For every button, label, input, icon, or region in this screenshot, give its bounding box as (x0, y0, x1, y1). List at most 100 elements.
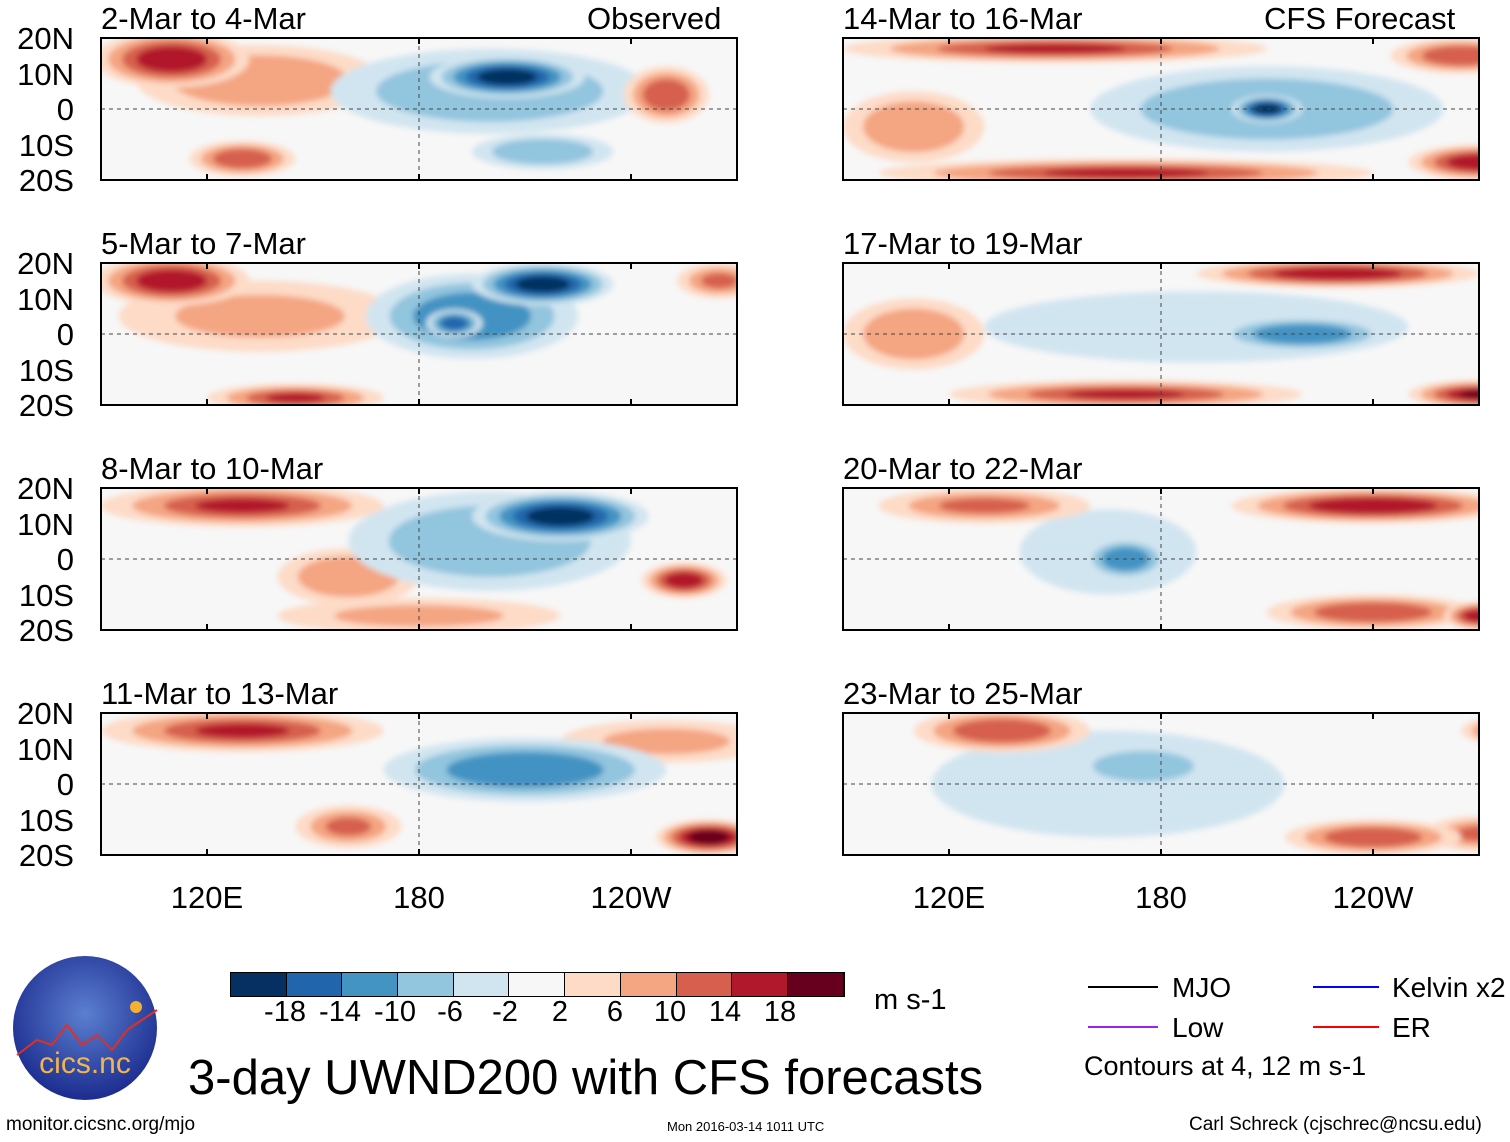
lat-label: 10S (18, 127, 74, 163)
lat-label: 10N (17, 281, 74, 317)
panel-title: 23-Mar to 25-Mar (843, 676, 1083, 711)
legend-line-kelvin (1313, 986, 1379, 988)
anomaly-contour (265, 393, 325, 403)
forecast-header: CFS Forecast (1264, 1, 1456, 36)
cics-logo: cics.nc (12, 955, 158, 1101)
anomaly-contour (1299, 269, 1377, 278)
anomaly-contour (334, 605, 504, 627)
observed-header: Observed (587, 1, 722, 36)
legend-line-low (1088, 1026, 1158, 1028)
colorbar-swatch (676, 973, 733, 996)
colorbar-units: m s-1 (874, 984, 947, 1016)
colorbar-label: -2 (492, 996, 518, 1028)
anomaly-contour (195, 498, 290, 513)
anomaly-contour (1472, 723, 1479, 738)
lon-label: 180 (393, 880, 445, 915)
lat-label: 20S (18, 388, 74, 423)
footer-timestamp: Mon 2016-03-14 1011 UTC (667, 1119, 825, 1134)
anomaly-contour (696, 833, 721, 842)
legend-label-low: Low (1172, 1012, 1224, 1043)
footer-author: Carl Schreck (cjschrec@ncsu.edu) (1189, 1114, 1482, 1135)
panel-title: 17-Mar to 19-Mar (843, 226, 1083, 261)
lat-label: 10N (17, 506, 74, 542)
anomaly-contour (938, 498, 1030, 514)
anomaly-contour (652, 85, 681, 105)
legend-label-mjo: MJO (1172, 972, 1232, 1003)
anomaly-contour (1456, 826, 1479, 842)
logo-text: cics.nc (39, 1047, 131, 1080)
anomaly-contour (1334, 500, 1412, 511)
legend-label-kelvin: Kelvin x2 (1392, 972, 1506, 1003)
map-panel (101, 38, 737, 180)
panel-title: 8-Mar to 10-Mar (101, 451, 324, 486)
panel-title: 14-Mar to 16-Mar (843, 1, 1083, 36)
map-panel (843, 488, 1479, 630)
anomaly-contour (195, 723, 290, 738)
lon-label: 120E (912, 880, 986, 915)
lat-label: 10S (18, 577, 74, 613)
colorbar-swatch (565, 973, 621, 996)
anomaly-contour (1459, 157, 1479, 168)
panel-title: 2-Mar to 4-Mar (101, 1, 306, 36)
lat-label: 20N (17, 471, 74, 506)
lat-label: 20N (17, 21, 74, 56)
lat-label: 20N (17, 696, 74, 731)
contour-note: Contours at 4, 12 m s-1 (1084, 1051, 1367, 1081)
lat-label: 20S (18, 613, 74, 648)
footer-url[interactable]: monitor.cicsnc.org/mjo (6, 1114, 196, 1135)
anomaly-contour (883, 318, 944, 350)
main-title: 3-day UWND200 with CFS forecasts (188, 1051, 984, 1105)
anomaly-contour (446, 319, 463, 328)
lat-label: 20S (18, 163, 74, 198)
lat-label: 10N (17, 731, 74, 767)
colorbar-swatch (509, 973, 566, 996)
anomaly-contour (1437, 49, 1479, 62)
colorbar-swatch (342, 973, 399, 996)
anomaly-contour (1343, 831, 1403, 844)
anomaly-contour (150, 51, 193, 68)
map-panel (101, 488, 737, 630)
map-panel (101, 713, 737, 855)
map-panel (843, 713, 1510, 855)
lat-label: 10N (17, 56, 74, 92)
anomaly-contour (1337, 606, 1409, 619)
lon-label: 120W (1332, 880, 1414, 915)
colorbar-label: 6 (606, 996, 624, 1028)
lon-label: 180 (1135, 880, 1187, 915)
anomaly-contour (477, 759, 573, 781)
colorbar-label: 10 (653, 996, 687, 1028)
lat-label: 0 (56, 767, 74, 802)
colorbar-label: -10 (374, 996, 416, 1028)
colorbar-swatch (453, 973, 510, 996)
panel-title: 11-Mar to 13-Mar (101, 676, 339, 711)
anomaly-contour (1459, 390, 1479, 399)
legend-line-er (1313, 1026, 1379, 1028)
anomaly-contour (512, 143, 573, 160)
anomaly-contour (539, 510, 581, 523)
colorbar-label: 14 (708, 996, 742, 1028)
anomaly-contour (489, 72, 526, 82)
lon-label: 120E (170, 880, 244, 915)
anomaly-contour (224, 152, 260, 165)
anomaly-contour (1483, 718, 1510, 743)
anomaly-contour (1043, 168, 1209, 178)
anomaly-contour (1505, 724, 1510, 738)
legend-line-mjo (1088, 986, 1158, 988)
anomaly-contour (175, 294, 345, 338)
colorbar-swatch (620, 973, 677, 996)
colorbar-swatch (732, 973, 788, 996)
colorbar-label: -14 (319, 996, 361, 1028)
map-panel (843, 38, 1479, 180)
lat-label: 10S (18, 352, 74, 388)
anomaly-contour (318, 564, 379, 589)
map-panel (843, 263, 1479, 405)
anomaly-contour (526, 279, 559, 290)
legend-label-er: ER (1392, 1012, 1431, 1043)
lon-label: 120W (590, 880, 672, 915)
lat-label: 0 (56, 317, 74, 352)
anomaly-contour (701, 273, 737, 289)
anomaly-contour (1461, 719, 1479, 743)
anomaly-contour (1066, 389, 1185, 400)
